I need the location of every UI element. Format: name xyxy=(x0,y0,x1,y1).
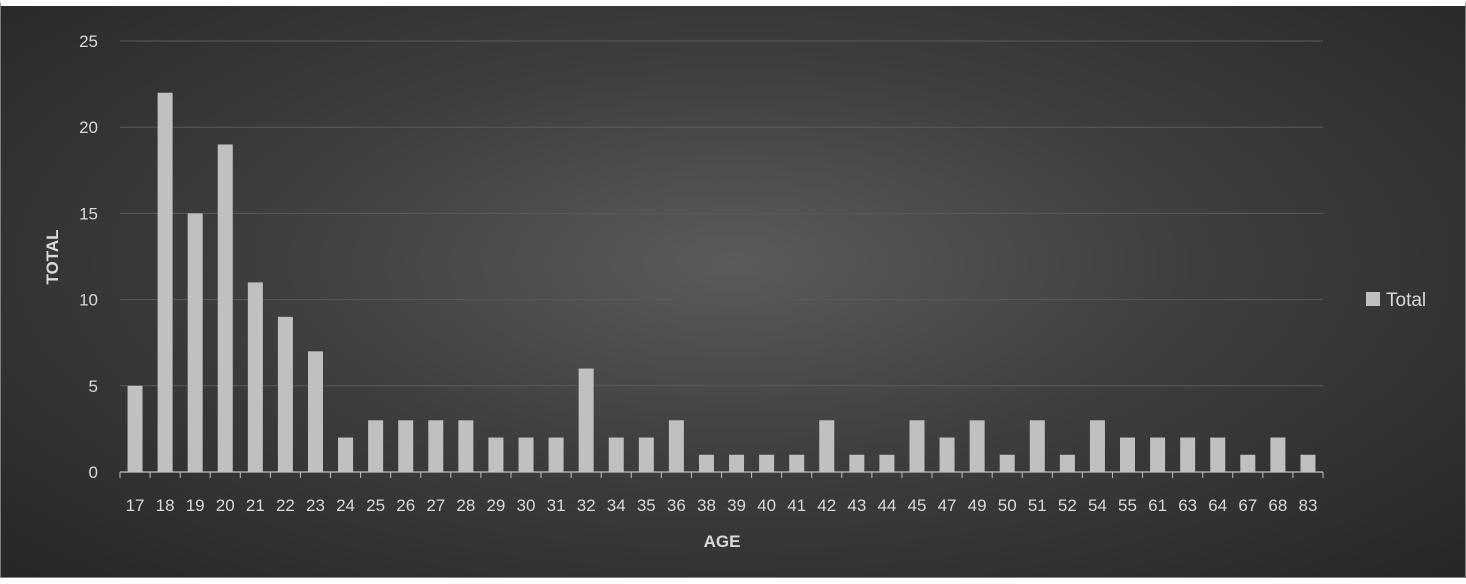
bar-36 xyxy=(668,420,684,472)
x-tick-label: 36 xyxy=(667,496,686,515)
gridlines xyxy=(120,40,1323,387)
legend-label: Total xyxy=(1386,290,1426,311)
bar-38 xyxy=(698,454,714,472)
legend-swatch xyxy=(1366,292,1380,306)
x-tick-label: 50 xyxy=(998,496,1017,515)
bar-61 xyxy=(1150,437,1166,472)
x-tick-label: 54 xyxy=(1088,496,1107,515)
bar-39 xyxy=(729,454,745,472)
x-tick-label: 41 xyxy=(787,496,806,515)
bar-47 xyxy=(939,437,955,472)
bar-34 xyxy=(608,437,624,472)
y-tick-label: 25 xyxy=(79,32,98,51)
bar-51 xyxy=(1029,420,1045,472)
bar-40 xyxy=(759,454,775,472)
x-axis-title: AGE xyxy=(704,532,741,551)
bar-52 xyxy=(1059,454,1075,472)
x-tick-label: 49 xyxy=(968,496,987,515)
x-tick-label: 26 xyxy=(396,496,415,515)
y-tick-label: 0 xyxy=(89,463,98,482)
bar-18 xyxy=(157,92,173,472)
y-tick-label: 10 xyxy=(79,291,98,310)
bar-20 xyxy=(217,144,233,472)
x-tick-label: 67 xyxy=(1238,496,1257,515)
x-tick-label: 23 xyxy=(306,496,325,515)
x-tick-label: 42 xyxy=(817,496,836,515)
bar-chart: 17 18 19 20 21 22 23 24 25 26 27 28 29 30 31 32 34 35 36 38… xyxy=(43,32,1426,551)
bar-24 xyxy=(338,437,354,472)
x-tick-label: 52 xyxy=(1058,496,1077,515)
bar-83 xyxy=(1300,454,1316,472)
x-tick-label: 47 xyxy=(938,496,957,515)
x-tick-label: 45 xyxy=(908,496,927,515)
x-tick-label: 38 xyxy=(697,496,716,515)
bar-54 xyxy=(1089,420,1105,472)
bar-22 xyxy=(277,316,293,472)
x-tick-label: 28 xyxy=(456,496,475,515)
x-tick-label: 34 xyxy=(607,496,626,515)
x-tick-label: 44 xyxy=(877,496,896,515)
x-tick-label: 22 xyxy=(276,496,295,515)
x-tick-label: 18 xyxy=(156,496,175,515)
x-tick-label: 32 xyxy=(577,496,596,515)
y-tick-label: 20 xyxy=(79,118,98,137)
y-axis: 0 5 10 15 20 25 xyxy=(79,32,98,482)
y-tick-label: 15 xyxy=(79,204,98,223)
x-tick-label: 35 xyxy=(637,496,656,515)
bar-43 xyxy=(849,454,865,472)
bar-55 xyxy=(1120,437,1136,472)
bar-21 xyxy=(247,282,263,472)
x-tick-label: 29 xyxy=(486,496,505,515)
bar-31 xyxy=(548,437,564,472)
y-tick-label: 5 xyxy=(89,377,98,396)
x-tick-label: 40 xyxy=(757,496,776,515)
x-tick-label: 30 xyxy=(517,496,536,515)
bar-27 xyxy=(428,420,444,472)
bar-26 xyxy=(398,420,414,472)
x-tick-label: 55 xyxy=(1118,496,1137,515)
bar-17 xyxy=(127,385,143,472)
bar-19 xyxy=(187,213,203,472)
bar-49 xyxy=(969,420,985,472)
bar-41 xyxy=(789,454,805,472)
x-tick-label: 51 xyxy=(1028,496,1047,515)
bar-45 xyxy=(909,420,925,472)
x-tick-label: 31 xyxy=(547,496,566,515)
x-tick-label: 61 xyxy=(1148,496,1167,515)
x-tick-label: 27 xyxy=(426,496,445,515)
x-tick-label: 17 xyxy=(126,496,145,515)
bar-68 xyxy=(1270,437,1286,472)
bar-63 xyxy=(1180,437,1196,472)
x-tick-label: 64 xyxy=(1208,496,1227,515)
x-tick-label: 20 xyxy=(216,496,235,515)
x-tick-label: 21 xyxy=(246,496,265,515)
bars xyxy=(127,92,1316,472)
x-tick-label: 63 xyxy=(1178,496,1197,515)
bar-67 xyxy=(1240,454,1256,472)
bar-42 xyxy=(819,420,835,472)
bar-29 xyxy=(488,437,504,472)
bar-30 xyxy=(518,437,534,472)
x-tick-label: 19 xyxy=(186,496,205,515)
bar-25 xyxy=(368,420,384,472)
bar-28 xyxy=(458,420,474,472)
x-tick-label: 83 xyxy=(1298,496,1317,515)
bar-23 xyxy=(307,351,323,472)
x-tick-label: 39 xyxy=(727,496,746,515)
legend: Total xyxy=(1366,290,1426,311)
bar-44 xyxy=(879,454,895,472)
bar-64 xyxy=(1210,437,1226,472)
x-axis: 17 18 19 20 21 22 23 24 25 26 27 28 29 30 31 32 34 35 36 38… xyxy=(119,471,1324,515)
bar-35 xyxy=(638,437,654,472)
x-tick-label: 68 xyxy=(1268,496,1287,515)
x-tick-label: 25 xyxy=(366,496,385,515)
x-tick-label: 24 xyxy=(336,496,355,515)
bar-50 xyxy=(999,454,1015,472)
x-tick-label: 43 xyxy=(847,496,866,515)
bar-32 xyxy=(578,368,594,472)
y-axis-title: TOTAL xyxy=(43,229,62,284)
